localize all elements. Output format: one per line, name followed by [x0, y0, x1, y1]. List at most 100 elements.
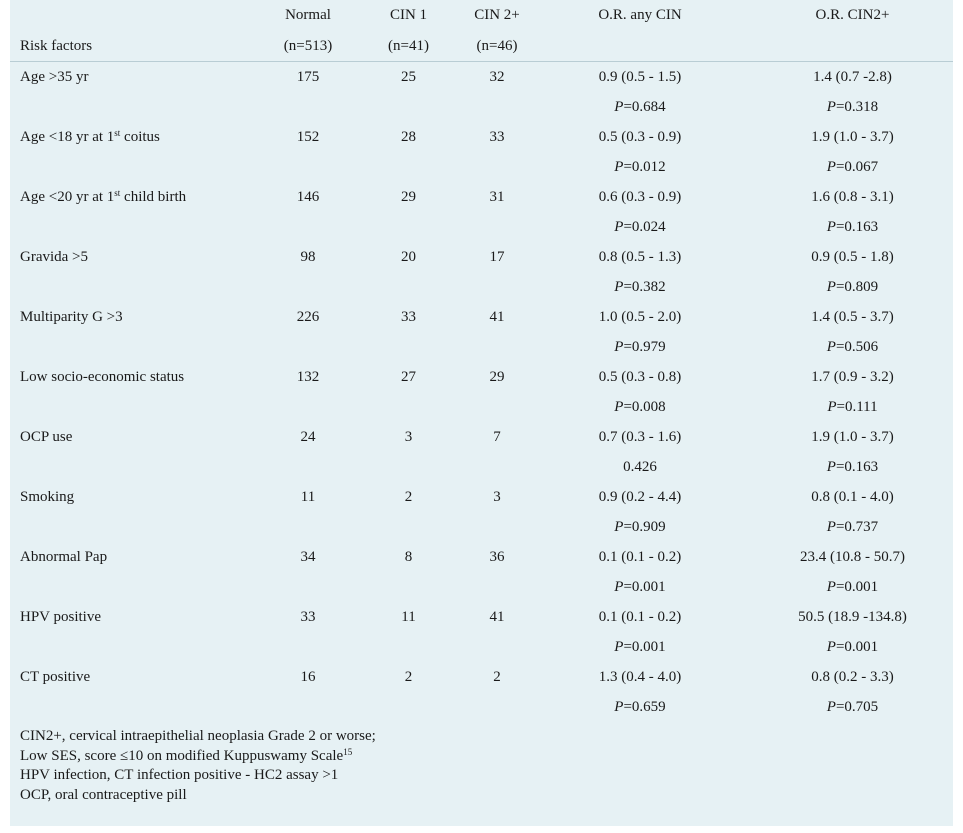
- cin1-count: 28: [401, 128, 416, 145]
- p-value-any-cin: P=0.001: [614, 578, 666, 595]
- or-any-cin-value: 0.9 (0.2 - 4.4): [598, 488, 682, 505]
- empty-cell: [10, 332, 265, 362]
- or-cin2-value: 50.5 (18.9 -134.8): [798, 608, 907, 625]
- or-cin2-value: 1.6 (0.8 - 3.1): [811, 188, 894, 205]
- p-value-cin2: P=0.809: [826, 278, 879, 295]
- or-any-cin-value: 0.5 (0.3 - 0.9): [598, 128, 682, 145]
- footnote: OCP, oral contraceptive pill: [20, 786, 187, 803]
- empty-cell: [265, 512, 351, 542]
- empty-cell: [351, 212, 466, 242]
- empty-cell: [10, 452, 265, 482]
- empty-cell: [466, 392, 528, 422]
- empty-cell: [265, 452, 351, 482]
- cin2-count: 29: [489, 368, 505, 385]
- or-any-cin-value: 0.6 (0.3 - 0.9): [598, 188, 682, 205]
- risk-factor-label: HPV positive: [20, 608, 101, 625]
- empty-cell: [466, 152, 528, 182]
- normal-count: 16: [300, 668, 316, 685]
- empty-cell: [466, 692, 528, 722]
- empty-cell: [10, 632, 265, 662]
- reference-superscript: 15: [343, 746, 353, 757]
- table-row-pvalues: 0.426 P=0.163: [10, 452, 953, 482]
- table-row-pvalues: P=0.909 P=0.737: [10, 512, 953, 542]
- risk-factor-label: Age <20 yr at 1st child birth: [20, 187, 187, 205]
- empty-cell: [10, 152, 265, 182]
- empty-cell: [466, 512, 528, 542]
- cin1-count: 2: [404, 668, 413, 685]
- p-value-any-cin: P=0.979: [614, 338, 666, 355]
- table-row: Age >35 yr 175 25 32 0.9 (0.5 - 1.5) 1.4 (0.7…: [10, 62, 953, 93]
- p-value-any-cin: P=0.659: [614, 698, 666, 715]
- empty-cell: [265, 152, 351, 182]
- or-cin2-value: 1.7 (0.9 - 3.2): [811, 368, 894, 385]
- cin2-count: 33: [489, 128, 505, 145]
- or-cin2-value: 1.9 (1.0 - 3.7): [811, 428, 894, 445]
- risk-factor-label: Age <18 yr at 1st coitus: [20, 127, 160, 145]
- empty-cell: [265, 572, 351, 602]
- table-row-pvalues: P=0.024 P=0.163: [10, 212, 953, 242]
- header-blank: [10, 0, 265, 31]
- or-cin2-value: 0.8 (0.2 - 3.3): [811, 668, 894, 685]
- p-value-any-cin: P=0.684: [614, 98, 666, 115]
- cin1-count: 20: [401, 248, 416, 265]
- empty-cell: [351, 332, 466, 362]
- header-or-cin2: O.R. CIN2+: [815, 7, 890, 23]
- empty-cell: [351, 92, 466, 122]
- table-row: Age <20 yr at 1st child birth 146 29 31 0.6 …: [10, 182, 953, 212]
- or-cin2-value: 0.8 (0.1 - 4.0): [811, 488, 894, 505]
- empty-cell: [466, 632, 528, 662]
- empty-cell: [265, 632, 351, 662]
- cin1-count: 33: [401, 308, 416, 325]
- header-or-any-cin: O.R. any CIN: [598, 7, 682, 23]
- table-row: Low socio-economic status 132 27 29 0.5 (0.3…: [10, 362, 953, 392]
- or-cin2-value: 23.4 (10.8 - 50.7): [800, 548, 905, 565]
- or-cin2-value: 0.9 (0.5 - 1.8): [811, 248, 894, 265]
- p-value-cin2: P=0.318: [826, 98, 879, 115]
- table-row: Abnormal Pap 34 8 36 0.1 (0.1 - 0.2) 23.4 (10…: [10, 542, 953, 572]
- cin1-count: 2: [404, 488, 413, 505]
- footnote: CIN2+, cervical intraepithelial neoplasi…: [20, 728, 376, 744]
- header-normal-n: (n=513): [265, 31, 351, 62]
- footnote: Low SES, score ≤10 on modified Kuppuswam…: [20, 747, 376, 767]
- cin2-count: 31: [489, 188, 505, 205]
- p-value-cin2: P=0.163: [826, 218, 879, 235]
- or-any-cin-value: 1.3 (0.4 - 4.0): [598, 668, 682, 685]
- header-risk-factors: Risk factors: [10, 31, 265, 62]
- normal-count: 175: [296, 68, 320, 85]
- or-any-cin-value: 0.1 (0.1 - 0.2): [598, 548, 682, 565]
- empty-cell: [351, 632, 466, 662]
- header-blank: [528, 31, 752, 62]
- header-blank: [752, 31, 953, 62]
- header-cin2: CIN 2+: [474, 7, 520, 23]
- empty-cell: [10, 92, 265, 122]
- empty-cell: [10, 272, 265, 302]
- table-footnotes: CIN2+, cervical intraepithelial neoplasi…: [20, 727, 376, 805]
- risk-factor-label: Age >35 yr: [20, 68, 89, 85]
- table-row-pvalues: P=0.008 P=0.111: [10, 392, 953, 422]
- cin2-count: 3: [493, 488, 501, 505]
- or-any-cin-value: 1.0 (0.5 - 2.0): [598, 308, 682, 325]
- empty-cell: [10, 512, 265, 542]
- p-value-cin2: P=0.001: [826, 638, 879, 655]
- empty-cell: [10, 392, 265, 422]
- risk-factor-label: Abnormal Pap: [20, 548, 108, 565]
- risk-factors-table: Normal CIN 1 CIN 2+ O.R. any CIN O.R. CI…: [10, 0, 953, 722]
- table-background: [10, 0, 953, 826]
- or-cin2-value: 1.4 (0.7 -2.8): [813, 68, 892, 85]
- p-value-cin2: P=0.506: [826, 338, 879, 355]
- table-row-pvalues: P=0.979 P=0.506: [10, 332, 953, 362]
- empty-cell: [351, 272, 466, 302]
- risk-factor-label: OCP use: [20, 428, 73, 445]
- footnote-text: Low SES, score ≤10 on modified Kuppuswam…: [20, 747, 344, 764]
- p-value-cin2: P=0.163: [826, 458, 879, 475]
- table-body: Age >35 yr 175 25 32 0.9 (0.5 - 1.5) 1.4 (0.7…: [10, 62, 953, 723]
- or-any-cin-value: 0.7 (0.3 - 1.6): [598, 428, 682, 445]
- table-row: Multiparity G >3 226 33 41 1.0 (0.5 - 2.0) 1.…: [10, 302, 953, 332]
- header-cin2-n: (n=46): [466, 31, 528, 62]
- risk-factor-label: Low socio-economic status: [20, 368, 185, 385]
- or-cin2-value: 1.4 (0.5 - 3.7): [811, 308, 894, 325]
- table-row: HPV positive 33 11 41 0.1 (0.1 - 0.2) 50.5 (1…: [10, 602, 953, 632]
- table-row-pvalues: P=0.001 P=0.001: [10, 572, 953, 602]
- empty-cell: [265, 392, 351, 422]
- empty-cell: [265, 332, 351, 362]
